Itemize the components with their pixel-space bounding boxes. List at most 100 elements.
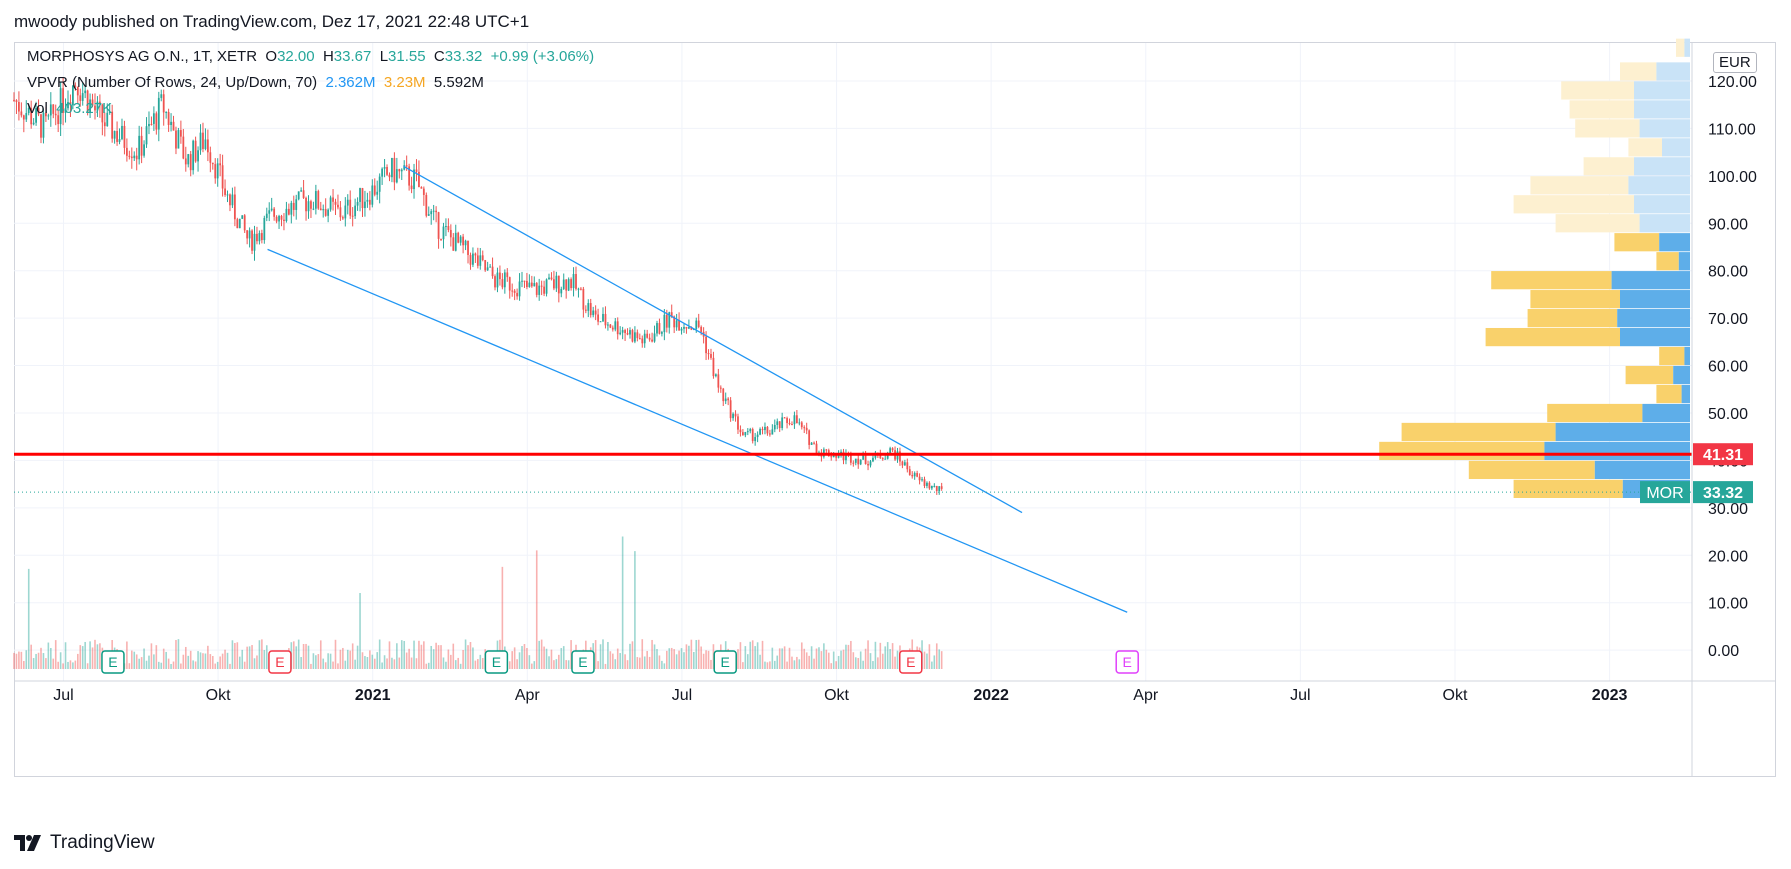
volume-bar [886, 642, 889, 669]
candle-body [454, 232, 457, 251]
volume-bar [381, 662, 383, 669]
candle-body [241, 215, 244, 219]
volume-bar [877, 657, 879, 669]
candle-body [413, 169, 415, 190]
volume-bar [629, 643, 631, 669]
candle-body [619, 332, 622, 335]
vpvr-down-bar [1530, 176, 1629, 195]
candle-body [675, 320, 678, 328]
tradingview-footer[interactable]: TradingView [14, 832, 155, 854]
candle-body [697, 320, 700, 327]
candle-body [238, 218, 241, 229]
y-tick-label: 80.00 [1708, 264, 1748, 281]
volume-bar [349, 650, 352, 669]
candle-body [214, 164, 217, 179]
candle-body [842, 451, 845, 461]
volume-bar [464, 639, 467, 669]
volume-bar [86, 663, 89, 669]
candle-body [344, 205, 347, 219]
candle-body [621, 330, 624, 333]
candle-body [815, 443, 818, 455]
trendlines [14, 165, 1692, 613]
candle-body [400, 169, 403, 172]
candle-body [901, 461, 904, 466]
candle-body [361, 188, 364, 209]
volume-bar [302, 644, 305, 669]
candle-body [533, 283, 536, 287]
volume-bar [670, 647, 673, 669]
candle-body [403, 165, 406, 170]
candle-body [425, 194, 428, 216]
candle-body [275, 216, 278, 222]
volume-bar [621, 536, 624, 669]
earnings-marker [571, 650, 595, 674]
volume-bar [214, 663, 217, 669]
volume-bar [805, 652, 808, 669]
currency-badge[interactable]: EUR [1713, 52, 1757, 73]
candle-body [435, 210, 438, 213]
candle-body [680, 328, 683, 331]
volume-bar [545, 648, 548, 669]
candle-body [135, 155, 138, 160]
volume-bar [148, 655, 150, 669]
volume-bar [54, 640, 57, 669]
vpvr-up-bar [1617, 309, 1690, 328]
volume-bar [383, 655, 386, 669]
volume-bar [369, 650, 371, 669]
y-tick-label: 100.00 [1708, 169, 1757, 186]
vpvr-label[interactable]: VPVR (Number Of Rows, 24, Up/Down, 70) [27, 74, 318, 91]
volume-bar [604, 663, 607, 669]
volume-bar [23, 660, 25, 669]
vpvr-down-bar [1656, 384, 1682, 404]
candle-body [651, 339, 653, 342]
volume-bar [626, 660, 629, 669]
candle-body [768, 433, 771, 435]
y-tick-label: 90.00 [1708, 216, 1748, 233]
candle-body [319, 208, 322, 211]
volume-bar [815, 648, 818, 669]
volume-bar [648, 656, 651, 669]
volume-bar [658, 655, 661, 669]
volume-bar [646, 650, 648, 669]
candle-body [911, 474, 914, 477]
volume-bar [18, 651, 20, 669]
volume-bar [221, 653, 224, 669]
candle-body [474, 253, 477, 256]
candle-body [393, 157, 396, 183]
volume-bar [685, 644, 688, 669]
volume-label[interactable]: Vol [27, 100, 48, 117]
volume-bar [450, 654, 452, 669]
candle-body [589, 303, 592, 316]
volume-bar [746, 654, 749, 669]
close-label: C [433, 48, 445, 65]
vpvr-down-bar [1468, 460, 1595, 480]
volume-bar [803, 648, 806, 669]
earnings-marker [713, 650, 737, 674]
vpvr-up-bar [1555, 422, 1690, 442]
candle-body [216, 163, 219, 179]
volume-bar [845, 644, 847, 669]
candle-body [349, 199, 352, 216]
volume-bar [150, 643, 153, 669]
candle-body [717, 374, 720, 388]
candle-body [199, 132, 202, 151]
candle-body [464, 240, 467, 246]
symbol-name[interactable]: MORPHOSYS AG O.N., 1T, XETR [27, 48, 258, 65]
earnings-marker-label: E [275, 654, 284, 670]
candle-body [231, 194, 234, 206]
hline-price-label: 41.31 [1703, 447, 1743, 464]
volume-bar [558, 654, 560, 669]
candle-body [388, 174, 391, 178]
volume-bar [472, 647, 474, 669]
candle-body [265, 213, 268, 218]
x-tick-label: Okt [824, 687, 849, 704]
volume-bar [825, 649, 828, 669]
earnings-marker [101, 650, 125, 674]
candle-body [481, 255, 484, 261]
candle-body [648, 337, 651, 340]
x-tick-label: Apr [515, 687, 541, 704]
volume-bar [764, 661, 766, 669]
volume-bar [710, 659, 712, 669]
volume-bar [307, 645, 310, 669]
